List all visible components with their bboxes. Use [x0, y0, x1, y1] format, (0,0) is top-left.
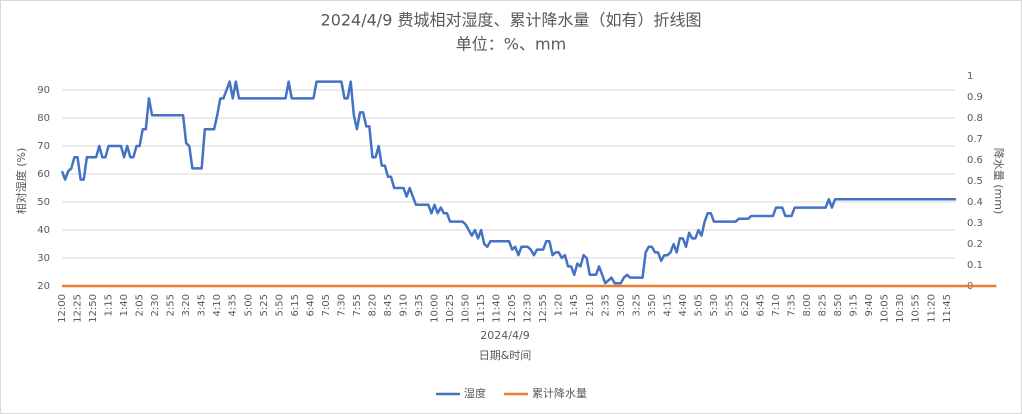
x-tick-label: 7:05 — [321, 294, 332, 316]
x-tick-label: 5:55 — [724, 294, 735, 316]
x-tick-label: 4:40 — [678, 294, 689, 316]
x-tick-label: 11:15 — [476, 294, 487, 323]
y2-tick-label: 0.8 — [967, 113, 983, 124]
x-tick-label: 12:30 — [523, 294, 534, 323]
x-tick-label: 9:40 — [864, 294, 875, 316]
x-tick-label: 5:25 — [259, 294, 270, 316]
x-tick-label: 4:35 — [228, 294, 239, 316]
x-tick-label: 9:15 — [849, 294, 860, 316]
y-tick-label: 20 — [37, 281, 50, 292]
x-tick-label: 11:45 — [942, 294, 953, 323]
x-tick-label: 12:25 — [73, 294, 84, 323]
y2-tick-label: 0.6 — [967, 155, 983, 166]
x-tick-label: 2:05 — [135, 294, 146, 316]
y2-tick-label: 0.3 — [967, 218, 983, 229]
x-tick-label: 4:15 — [662, 294, 673, 316]
y2-axis-title: 降水量 (mm) — [992, 148, 1006, 215]
x-tick-label: 10:25 — [445, 294, 456, 323]
x-tick-label: 8:20 — [367, 294, 378, 316]
x-tick-label: 7:55 — [352, 294, 363, 316]
chart-subtitle: 单位：%、mm — [456, 35, 566, 54]
x-tick-label: 2:30 — [150, 294, 161, 316]
chart-title: 2024/4/9 费城相对湿度、累计降水量（如有）折线图 — [321, 11, 702, 30]
x-tick-label: 7:10 — [771, 294, 782, 316]
x-tick-label: 3:25 — [631, 294, 642, 316]
x-tick-label: 8:00 — [802, 294, 813, 316]
x-tick-label: 1:45 — [569, 294, 580, 316]
x-tick-label: 9:35 — [414, 294, 425, 316]
x-tick-label: 5:50 — [274, 294, 285, 316]
x-tick-label: 12:50 — [88, 294, 99, 323]
y-tick-label: 30 — [37, 253, 50, 264]
x-tick-label: 7:30 — [336, 294, 347, 316]
x-tick-label: 12:05 — [507, 294, 518, 323]
x-tick-label: 2:35 — [600, 294, 611, 316]
legend-label: 累计降水量 — [532, 386, 587, 400]
legend-label: 湿度 — [464, 386, 486, 400]
x-tick-label: 10:50 — [461, 294, 472, 323]
x-tick-label: 10:00 — [430, 294, 441, 323]
x-tick-label: 12:00 — [57, 294, 68, 323]
y-tick-label: 40 — [37, 225, 50, 236]
x-tick-label: 4:10 — [212, 294, 223, 316]
x-tick-label: 7:35 — [787, 294, 798, 316]
x-tick-label: 2:55 — [166, 294, 177, 316]
x-tick-label: 8:25 — [818, 294, 829, 316]
x-tick-label: 10:05 — [880, 294, 891, 323]
x-tick-label: 2:10 — [585, 294, 596, 316]
y-axis-title: 相对湿度 (%) — [14, 148, 28, 215]
x-group-label: 2024/4/9 — [480, 329, 529, 342]
y-tick-label: 60 — [37, 169, 50, 180]
y-tick-label: 50 — [37, 197, 50, 208]
y-tick-label: 70 — [37, 141, 50, 152]
series-line — [60, 80, 957, 285]
x-tick-label: 6:40 — [305, 294, 316, 316]
x-tick-label: 3:20 — [181, 294, 192, 316]
y2-tick-label: 0.1 — [967, 260, 983, 271]
x-tick-label: 9:10 — [398, 294, 409, 316]
x-tick-label: 8:50 — [833, 294, 844, 316]
x-tick-label: 11:20 — [926, 294, 937, 323]
x-tick-label: 5:30 — [709, 294, 720, 316]
x-tick-label: 10:55 — [911, 294, 922, 323]
y2-tick-label: 0.2 — [967, 239, 983, 250]
x-tick-label: 3:45 — [197, 294, 208, 316]
y2-tick-label: 1 — [967, 71, 973, 82]
x-tick-label: 5:00 — [243, 294, 254, 316]
x-axis-title: 日期&时间 — [479, 349, 532, 362]
x-tick-label: 6:45 — [756, 294, 767, 316]
x-tick-label: 8:45 — [383, 294, 394, 316]
y2-tick-label: 0.7 — [967, 134, 983, 145]
x-tick-label: 6:15 — [290, 294, 301, 316]
x-tick-label: 11:40 — [492, 294, 503, 323]
x-tick-label: 1:15 — [104, 294, 115, 316]
x-tick-label: 1:20 — [554, 294, 565, 316]
y2-tick-label: 0.5 — [967, 176, 983, 187]
x-tick-label: 6:20 — [740, 294, 751, 316]
y2-tick-label: 0.4 — [967, 197, 983, 208]
x-tick-label: 10:30 — [895, 294, 906, 323]
x-tick-label: 1:40 — [119, 294, 130, 316]
x-tick-label: 3:00 — [616, 294, 627, 316]
y-tick-label: 80 — [37, 113, 50, 124]
x-tick-label: 12:55 — [538, 294, 549, 323]
y2-tick-label: 0.9 — [967, 92, 983, 103]
x-tick-label: 3:50 — [647, 294, 658, 316]
x-tick-label: 5:05 — [693, 294, 704, 316]
y-tick-label: 90 — [37, 85, 50, 96]
